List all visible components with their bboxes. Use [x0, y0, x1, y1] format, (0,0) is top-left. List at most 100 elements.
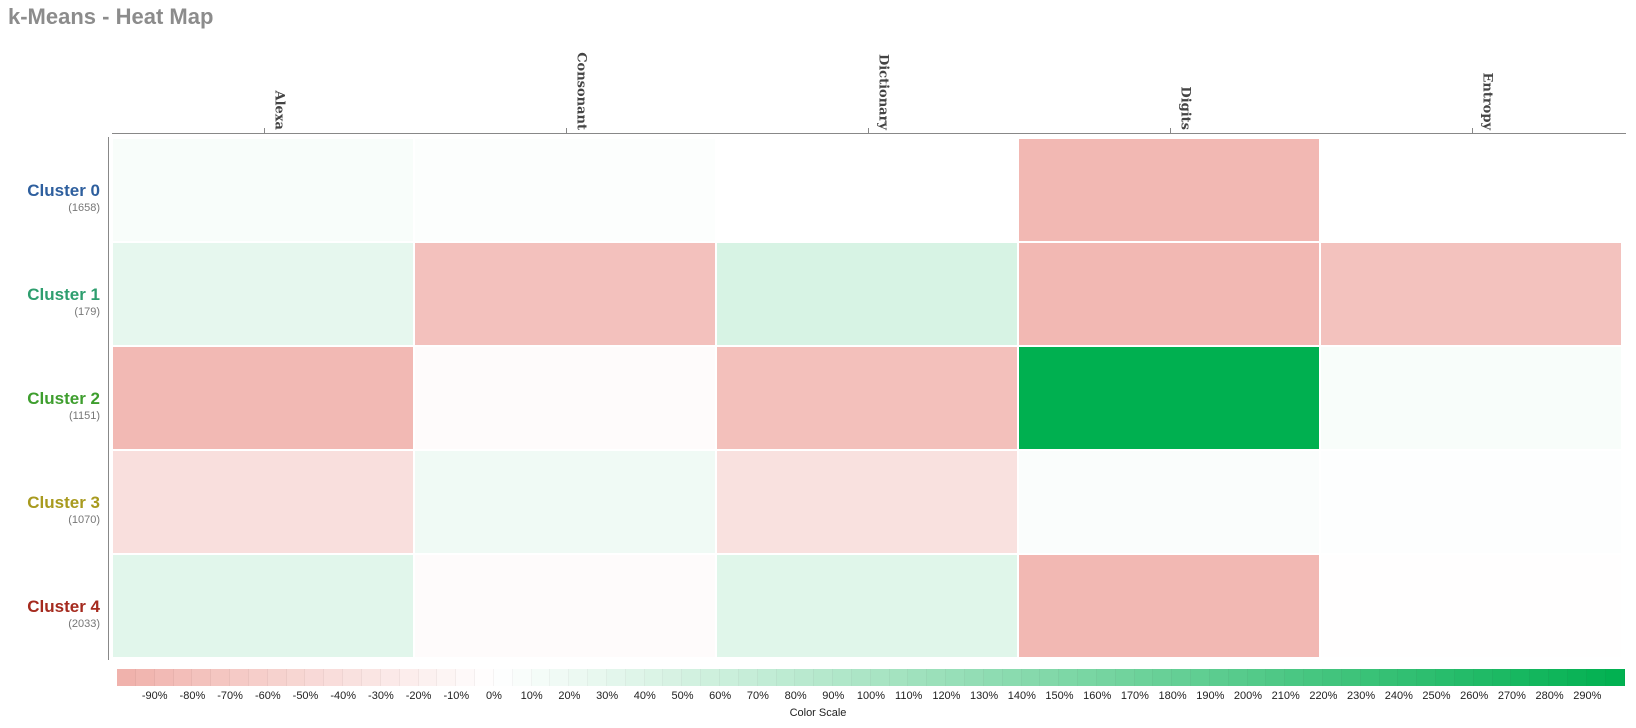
color-scale-swatch — [682, 669, 702, 686]
color-scale-ticks: -90% -80% -70% -60% -50% -40% -30% -20% -10% 0% 10… — [117, 690, 1625, 704]
heatmap-cell — [415, 139, 715, 241]
color-scale-tick-label: -10% — [443, 690, 470, 702]
heatmap-cell — [717, 243, 1017, 345]
row-count: (1658) — [68, 202, 100, 214]
color-scale-title: Color Scale — [789, 707, 847, 719]
color-scale-swatch — [1078, 669, 1097, 686]
color-scale-swatch — [1398, 669, 1418, 686]
color-scale-swatch — [1567, 669, 1587, 686]
color-scale-tick-label: 100% — [856, 690, 886, 702]
heatmap-cell — [113, 243, 413, 345]
color-scale-tick-label: -40% — [330, 690, 357, 702]
color-scale-swatch — [1549, 669, 1568, 686]
heatmap-cell — [1321, 139, 1621, 241]
color-scale-swatch — [1040, 669, 1060, 686]
color-scale-swatch — [286, 669, 306, 686]
color-scale-swatch — [588, 669, 607, 686]
color-scale-tick-label: 30% — [596, 690, 619, 702]
heatmap-cell — [113, 451, 413, 553]
color-scale-swatch — [625, 669, 645, 686]
color-scale-swatch — [644, 669, 664, 686]
color-scale-swatch — [757, 669, 777, 686]
heatmap-cell — [1019, 243, 1319, 345]
color-scale-swatch — [1436, 669, 1455, 686]
heatmap-cell — [717, 555, 1017, 657]
color-scale-swatch — [154, 669, 174, 686]
color-scale-tick-label: 290% — [1573, 690, 1602, 702]
color-scale-tick-label: -20% — [405, 690, 432, 702]
color-scale-swatch — [927, 669, 947, 686]
row-count: (179) — [74, 306, 100, 318]
color-scale-tick-label: 0% — [486, 690, 502, 702]
color-scale-tick-label: 220% — [1309, 690, 1338, 702]
color-scale-swatch — [1191, 669, 1210, 686]
color-scale-tick-label: 50% — [671, 690, 694, 702]
color-scale-tick-label: 260% — [1460, 690, 1489, 702]
color-scale-swatch — [1266, 669, 1286, 686]
column-tick — [1472, 128, 1473, 134]
color-scale-tick-label: -50% — [292, 690, 319, 702]
color-scale-swatch — [1247, 669, 1267, 686]
color-scale-swatch — [870, 669, 890, 686]
color-scale-swatch — [983, 669, 1003, 686]
color-scale-tick-label: -80% — [179, 690, 206, 702]
color-scale-tick-label: 180% — [1158, 690, 1187, 702]
color-scale-swatch — [1172, 669, 1192, 686]
color-scale-swatch — [964, 669, 984, 686]
color-scale-tick-label: 170% — [1120, 690, 1149, 702]
heatmap-cell — [717, 347, 1017, 449]
heatmap-cell — [415, 243, 715, 345]
color-scale-tick-label: 120% — [932, 690, 961, 702]
color-scale-swatch — [1473, 669, 1493, 686]
chart-title: k-Means - Heat Map — [8, 4, 214, 29]
color-scale-swatch — [776, 669, 796, 686]
color-scale-swatch — [361, 669, 381, 686]
color-scale-tick-label: 80% — [784, 690, 807, 702]
color-scale-swatch — [833, 669, 852, 686]
color-scale-swatch — [1153, 669, 1173, 686]
column-tick — [566, 128, 567, 134]
column-label-text: Alexa — [271, 90, 287, 130]
heatmap-cell — [415, 555, 715, 657]
color-scale-swatch — [512, 669, 532, 686]
color-scale-swatch — [1417, 669, 1437, 686]
row-count: (1151) — [69, 410, 100, 422]
column-label-text: Consonant — [573, 52, 589, 130]
color-scale-swatch — [1209, 669, 1229, 686]
color-scale-swatch — [1586, 669, 1606, 686]
color-scale-swatch — [889, 669, 909, 686]
color-scale-swatch — [1323, 669, 1342, 686]
color-scale-swatch — [606, 669, 626, 686]
color-scale-swatch — [1304, 669, 1323, 686]
color-scale-swatch — [1096, 669, 1116, 686]
column-label-text: Digits — [1177, 86, 1193, 130]
color-scale-swatch — [1454, 669, 1474, 686]
color-scale-swatch — [117, 669, 136, 686]
color-scale-swatch — [493, 669, 513, 686]
color-scale-tick-label: 190% — [1196, 690, 1225, 702]
color-scale-swatch — [343, 669, 362, 686]
color-scale-swatch — [380, 669, 400, 686]
heatmap-cell — [1019, 555, 1319, 657]
row-name: Cluster 3 — [27, 493, 100, 512]
color-scale-swatch — [1059, 669, 1079, 686]
color-scale-swatch — [1002, 669, 1022, 686]
color-scale-swatch — [211, 669, 231, 686]
color-scale-swatch — [230, 669, 249, 686]
color-scale-swatch — [475, 669, 494, 686]
color-scale-tick-label: 110% — [895, 690, 923, 702]
heatmap-cell — [415, 347, 715, 449]
heatmap-cell — [113, 347, 413, 449]
color-scale-tick-label: 210% — [1271, 690, 1300, 702]
heatmap-cell — [1019, 451, 1319, 553]
column-label-text: Dictionary — [875, 53, 891, 130]
color-scale-tick-label: -70% — [217, 690, 243, 702]
row-label-cluster-2: Cluster 2 (1151) — [0, 389, 100, 422]
heatmap-cell — [1019, 139, 1319, 241]
row-count: (1070) — [68, 514, 100, 526]
color-scale-swatch — [851, 669, 871, 686]
color-scale-swatch — [908, 669, 928, 686]
color-scale-swatch — [1360, 669, 1380, 686]
color-scale-swatch — [550, 669, 570, 686]
column-tick — [1170, 128, 1171, 134]
